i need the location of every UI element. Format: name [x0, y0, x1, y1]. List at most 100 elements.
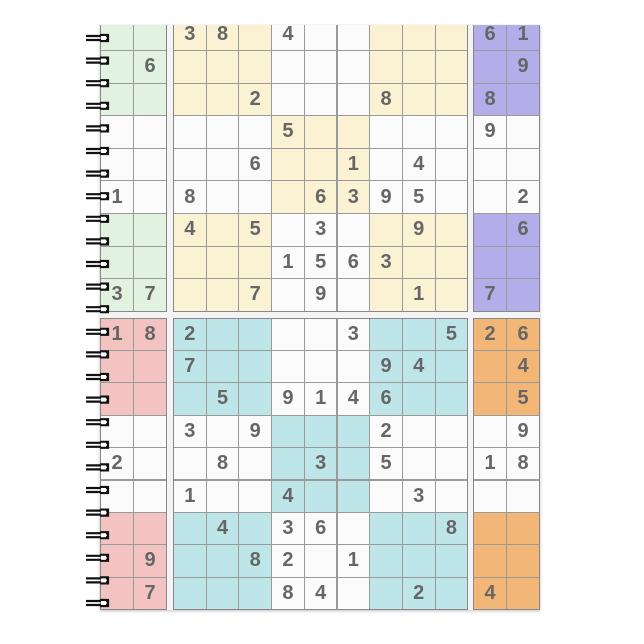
bottom-main-cell: 9: [369, 349, 403, 384]
top-main-cell: 1: [271, 245, 305, 280]
spiral-coil: [86, 598, 110, 608]
top-right-cell: 6: [473, 25, 507, 51]
bottom-main-cell: 1: [303, 382, 338, 416]
spiral-coil: [86, 508, 110, 517]
top-main-cell: 3: [173, 25, 207, 51]
top-main-cell: [205, 180, 240, 214]
top-main-cell: [238, 50, 273, 84]
bottom-main-cell: [205, 479, 240, 513]
top-main-cell: 6: [336, 245, 371, 280]
spiral-coil: [86, 440, 110, 449]
top-left-cell: [133, 245, 167, 280]
bottom-main-cell: [205, 349, 240, 384]
top-main-cell: 5: [303, 245, 338, 280]
bottom-right-cell: [506, 544, 540, 578]
bottom-main-cell: [401, 317, 436, 351]
top-main-cell: 3: [303, 213, 338, 247]
spiral-coil: [86, 214, 110, 223]
spiral-coil: [86, 531, 110, 540]
top-main-cell: 1: [401, 278, 436, 312]
top-main-cell: [205, 50, 240, 84]
bottom-main-cell: 9: [238, 414, 273, 449]
bottom-left-cell: 2: [100, 447, 134, 481]
top-main-cell: [434, 213, 469, 247]
top-left-cell: [133, 180, 167, 214]
bottom-main-cell: [434, 576, 469, 610]
bottom-main-cell: 4: [303, 576, 338, 610]
top-main-cell: 9: [303, 278, 338, 312]
bottom-right-cell: 1: [473, 447, 507, 481]
spiral-coil: [86, 124, 110, 133]
bottom-right-cell: [506, 511, 540, 546]
top-main-cell: [271, 50, 305, 84]
bottom-main-cell: [271, 349, 305, 384]
bottom-main-cell: 5: [205, 382, 240, 416]
top-main-cell: 1: [336, 147, 371, 182]
bottom-main-cell: [205, 414, 240, 449]
spiral-coil: [86, 553, 110, 562]
bottom-main-cell: 8: [271, 576, 305, 610]
bottom-main-cell: [369, 576, 403, 610]
top-main-cell: [238, 115, 273, 149]
top-main-cell: [238, 245, 273, 280]
bottom-left-cell: [133, 349, 167, 384]
top-main-cell: [303, 147, 338, 182]
top-main-cell: [271, 147, 305, 182]
spiral-coil: [86, 576, 110, 585]
bottom-left-cell: 9: [133, 544, 167, 578]
spiral-coil: [86, 372, 110, 382]
bottom-right-cell: [473, 511, 507, 546]
top-right-cell: 6: [506, 213, 540, 247]
top-main-cell: [271, 180, 305, 214]
spiral-coil: [86, 192, 110, 201]
bottom-main-cell: 8: [434, 511, 469, 546]
top-main-cell: [401, 245, 436, 280]
bottom-main-cell: [336, 479, 371, 513]
bottom-main-cell: [336, 414, 371, 449]
spiral-coil: [86, 282, 110, 291]
spiral-coil: [86, 169, 110, 178]
bottom-main-cell: 9: [271, 382, 305, 416]
bottom-main-cell: [238, 317, 273, 351]
bottom-main-cell: 8: [238, 544, 273, 578]
spiral-coil: [86, 101, 110, 110]
spiral-coil: [86, 463, 110, 472]
top-right-cell: [473, 213, 507, 247]
top-main-cell: 7: [238, 278, 273, 312]
top-main-cell: [336, 25, 371, 51]
top-main-cell: 8: [369, 82, 403, 117]
bottom-main-cell: 3: [271, 511, 305, 546]
bottom-right-cell: [506, 479, 540, 513]
top-right-cell: [506, 278, 540, 312]
bottom-main-cell: [303, 479, 338, 513]
top-left-cell: 7: [133, 278, 167, 312]
bottom-main-cell: 2: [401, 576, 436, 610]
top-left-cell: 6: [133, 50, 167, 84]
bottom-right-cell: 9: [506, 414, 540, 449]
spiral-coil: [86, 79, 110, 88]
spiral-coil: [86, 56, 110, 65]
bottom-right-cell: 4: [506, 349, 540, 384]
spiral-coil: [86, 33, 110, 43]
top-right-cell: [506, 245, 540, 280]
bottom-left-cell: [133, 447, 167, 481]
bottom-main-cell: [434, 479, 469, 513]
spiral-coil: [86, 146, 110, 156]
bottom-main-cell: 3: [173, 414, 207, 449]
top-left-cell: [100, 50, 134, 84]
spiral-coil: [86, 237, 110, 246]
top-main-cell: [434, 115, 469, 149]
bottom-right-cell: [473, 479, 507, 513]
bottom-main-cell: 6: [369, 382, 403, 416]
top-right-cell: 2: [506, 180, 540, 214]
top-right-cell: 9: [506, 50, 540, 84]
top-main-cell: [336, 115, 371, 149]
top-main-cell: 4: [271, 25, 305, 51]
spiral-coil: [86, 395, 110, 404]
spiral-coil: [86, 418, 110, 427]
bottom-main-cell: [401, 382, 436, 416]
bottom-main-cell: 5: [434, 317, 469, 351]
bottom-main-cell: [401, 511, 436, 546]
